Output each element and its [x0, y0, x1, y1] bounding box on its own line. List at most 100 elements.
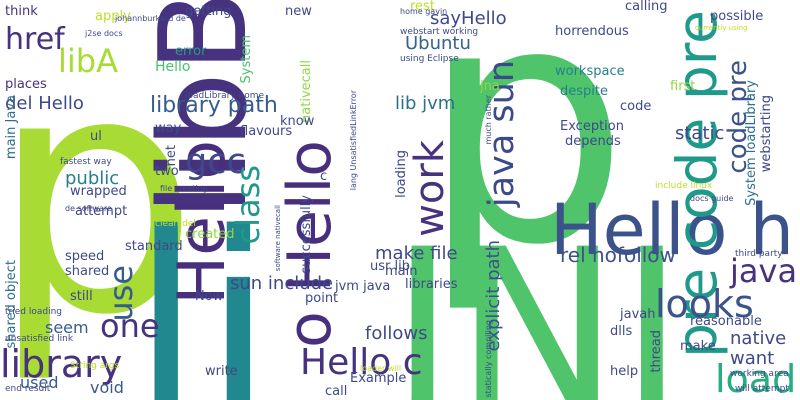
- word-library: library: [0, 342, 123, 386]
- word-still: still: [70, 289, 93, 304]
- word-ul: ul: [90, 129, 102, 144]
- word-despite: despite: [560, 84, 608, 99]
- word-created: created: [185, 227, 235, 242]
- word-exception: Exception: [560, 119, 624, 134]
- word-now: Now: [195, 289, 224, 304]
- word-currently-using: currently using: [695, 24, 748, 32]
- word-software-nativecall: software nativecall: [274, 205, 282, 272]
- word-unsatisfied-link: unsatisfied link: [5, 334, 74, 344]
- word-one: one: [100, 307, 160, 345]
- word-work: work: [407, 140, 453, 237]
- word-docs-guide: docs guide: [690, 194, 734, 203]
- word-usr-lib: usr lib: [370, 259, 410, 274]
- word-static: static: [675, 123, 725, 144]
- word-home-gavin: home gavin: [400, 7, 448, 16]
- word-main-java: main Java: [4, 95, 19, 160]
- word-libraries: libraries: [405, 277, 458, 292]
- word-reasonable: reasonable: [690, 314, 762, 329]
- word-johannburkard-de: johannburkard de: [115, 14, 186, 23]
- word-first: first: [670, 79, 696, 94]
- word-looks: looks: [655, 282, 754, 326]
- word-flavours: flavours: [240, 124, 293, 139]
- word-used: used: [20, 373, 59, 392]
- word-fastest-way: fastest way: [60, 157, 112, 167]
- word-p: p: [420, 0, 630, 317]
- word-sayhello: sayHello: [430, 8, 507, 29]
- word-seem: seem: [45, 318, 89, 337]
- word-void: void: [90, 378, 124, 397]
- word-make-file: make file: [375, 243, 458, 264]
- word-loadlibrary-home: loadLibrary home: [185, 91, 265, 101]
- word-end-result: end result: [5, 384, 51, 394]
- word-example: Example: [350, 371, 407, 386]
- word-attempt: attempt: [75, 204, 128, 219]
- word-ubuntu: Ubuntu: [405, 33, 471, 54]
- word-calling: calling: [625, 0, 668, 14]
- word-j2se-docs: j2se docs: [85, 29, 123, 38]
- word-error: error: [175, 44, 207, 59]
- word-java: java: [730, 252, 798, 290]
- word-two: two: [155, 164, 179, 179]
- word-net: net: [164, 145, 179, 167]
- word-system: System: [239, 35, 254, 84]
- word-much-rather: much rather: [484, 95, 493, 145]
- word-javah: javah: [620, 307, 656, 322]
- word-horrendous: horrendous: [555, 24, 629, 39]
- word-jvm-java: jvm java: [335, 279, 391, 294]
- word-successfully: successfully: [299, 195, 314, 274]
- word-apply: apply: [95, 9, 131, 24]
- word-sun-include: sun include: [230, 273, 334, 294]
- word-new: new: [285, 4, 312, 19]
- word-make: make: [680, 339, 716, 354]
- word-file-creating: file creating: [160, 184, 208, 193]
- word-way: way: [155, 121, 182, 136]
- word-write: write: [205, 364, 238, 379]
- word-working-area: working area: [730, 369, 789, 379]
- word-using-eclipse: using Eclipse: [400, 54, 459, 64]
- word-p: p: [0, 3, 200, 387]
- word-hello-h: Hello h: [550, 189, 795, 271]
- word-de-software: de software: [65, 204, 112, 213]
- word-depends: depends: [565, 134, 621, 149]
- word-class: class: [229, 165, 267, 245]
- word-hello-c: Hello c: [300, 342, 423, 383]
- word-public: public: [65, 168, 120, 189]
- word-del-hello: del Hello: [5, 93, 84, 114]
- word-shared: shared: [65, 264, 110, 279]
- word-webstarting: webstarting: [759, 95, 774, 173]
- word-rest: rest: [410, 0, 435, 14]
- word-system-loadlibrary: System loadLibrary: [744, 80, 759, 206]
- word-webstart-working: webstart working: [400, 27, 479, 37]
- word-href: href: [5, 22, 65, 57]
- word-jna: jna: [480, 79, 500, 94]
- word-tried-loading: tried loading: [5, 307, 62, 317]
- word-know: know: [280, 114, 315, 129]
- word-places: places: [5, 77, 47, 92]
- word-string-args: String args: [70, 361, 120, 371]
- word-hello: Hello: [155, 59, 191, 75]
- word-native: native: [730, 328, 787, 349]
- word-will-attempt: will attempt: [735, 384, 789, 394]
- word-call: call: [325, 384, 348, 399]
- word-load: load: [715, 357, 797, 400]
- word-possible: possible: [710, 9, 764, 24]
- word-speed: speed: [65, 249, 105, 264]
- word-lang-unsatisfiedlinkerror: lang UnsatisfiedLinkError: [349, 90, 358, 191]
- word-li: li: [130, 179, 275, 400]
- word-help: help: [610, 364, 639, 379]
- word-follows: follows: [365, 323, 428, 344]
- word-standard: standard: [125, 239, 183, 254]
- word-dlls: dlls: [610, 324, 633, 339]
- word-code: code: [620, 99, 652, 114]
- word-include-linux: include linux: [655, 181, 713, 191]
- word-thread: thread: [649, 330, 664, 373]
- word-getting: getting: [185, 4, 232, 19]
- word-clean-del: clean del: [155, 219, 196, 229]
- word-lib-jvm: lib jvm: [395, 93, 456, 114]
- word-library-path: library path: [150, 93, 278, 118]
- word-think: think: [5, 4, 38, 19]
- word-workspace: workspace: [555, 64, 625, 79]
- word-jni: JNI: [390, 202, 685, 400]
- word-rel-nofollow: rel nofollow: [560, 243, 676, 267]
